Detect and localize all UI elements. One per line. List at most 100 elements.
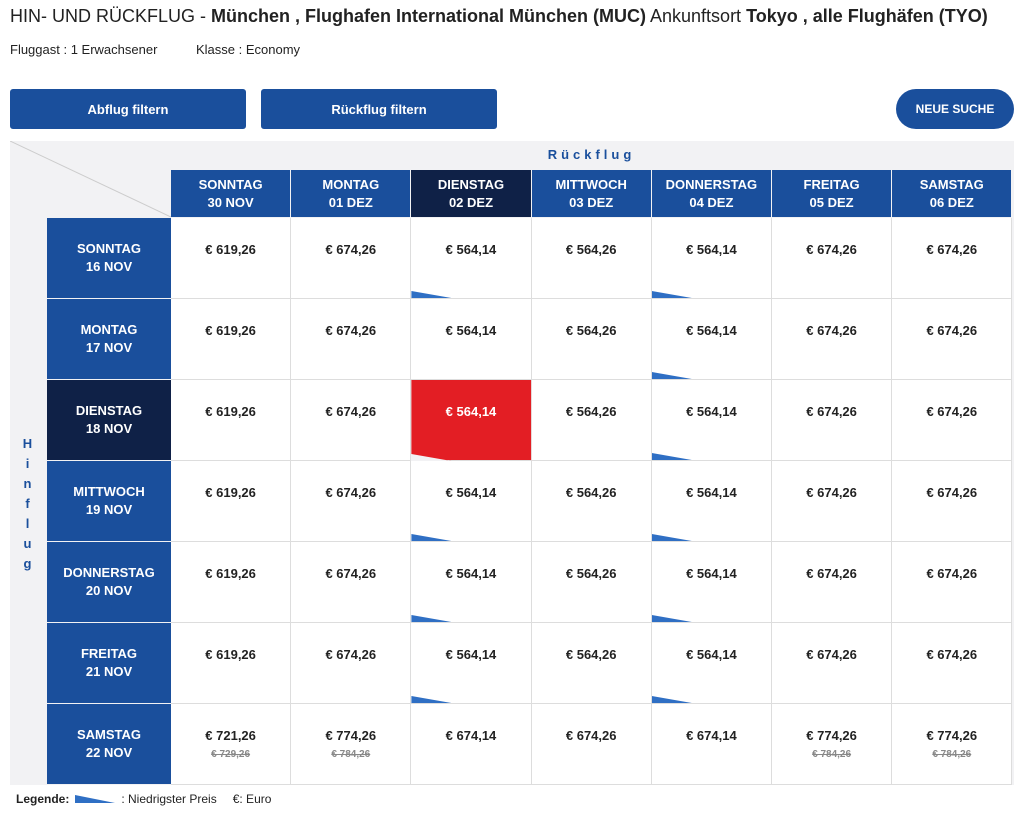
lowest-price-marker <box>411 291 452 298</box>
price-cell[interactable]: € 674,26 <box>291 623 412 704</box>
price-cell[interactable]: € 564,26 <box>531 623 652 704</box>
column-date: 06 DEZ <box>929 194 974 210</box>
price-cell[interactable]: € 564,14 <box>411 542 532 623</box>
price-cell[interactable]: € 721,26 € 729,26 <box>171 704 292 785</box>
price: € 674,26 <box>325 242 377 257</box>
passengers: Fluggast : 1 Erwachsener <box>10 42 158 57</box>
destination: Tokyo , alle Flughäfen (TYO) <box>746 6 988 26</box>
price-cell[interactable]: € 564,14 <box>411 299 532 380</box>
price-cell[interactable]: € 619,26 <box>171 461 292 542</box>
legend: Legende: : Niedrigster Preis €: Euro <box>16 792 271 806</box>
price-cell[interactable]: € 564,14 <box>651 461 772 542</box>
price: € 674,26 <box>926 485 978 500</box>
price: € 564,14 <box>686 404 737 419</box>
legend-lowest: : Niedrigster Preis <box>121 792 217 806</box>
outbound-filter-button[interactable]: Abflug filtern <box>10 89 246 129</box>
price-cell[interactable]: € 674,26 <box>291 380 412 461</box>
return-label: Rückflug <box>547 147 636 162</box>
price-cell[interactable]: € 774,26 € 784,26 <box>291 704 412 785</box>
price: € 564,26 <box>565 404 617 419</box>
column-day: MONTAG <box>322 176 380 192</box>
price-cell[interactable]: € 564,26 <box>531 380 652 461</box>
legend-title: Legende: <box>16 792 70 806</box>
corner-diagonal <box>10 141 171 218</box>
legend-marker <box>75 795 116 803</box>
price-cell[interactable]: € 564,26 <box>531 299 652 380</box>
price-cell[interactable]: € 674,26 <box>892 218 1013 299</box>
price-cell[interactable]: € 564,14 <box>411 461 532 542</box>
price-cell[interactable]: € 619,26 <box>171 623 292 704</box>
row-day: MONTAG <box>80 322 138 337</box>
price-cell[interactable]: € 619,26 <box>171 218 292 299</box>
travel-class: Klasse : Economy <box>196 42 301 57</box>
price-cell[interactable]: € 564,26 <box>531 218 652 299</box>
column-date: 04 DEZ <box>689 194 734 210</box>
price: € 674,26 <box>325 485 377 500</box>
price-cell[interactable]: € 564,26 <box>531 542 652 623</box>
row-date: 16 NOV <box>85 259 133 274</box>
price-cell[interactable]: € 564,14 <box>651 380 772 461</box>
row-header: MONTAG 17 NOV <box>47 299 171 379</box>
price: € 564,14 <box>445 485 497 500</box>
row-day: FREITAG <box>80 646 138 661</box>
price-cell[interactable]: € 674,26 <box>531 704 652 785</box>
row-header: MITTWOCH 19 NOV <box>47 461 171 541</box>
price-cell[interactable]: € 564,14 <box>651 623 772 704</box>
price: € 674,26 <box>806 566 857 581</box>
return-filter-button[interactable]: Rückflug filtern <box>261 89 497 129</box>
column-header: SAMSTAG 06 DEZ <box>892 170 1012 217</box>
price: € 674,26 <box>565 728 617 743</box>
price-cell[interactable]: € 564,14 <box>411 380 531 461</box>
price-cell[interactable]: € 674,14 <box>651 704 772 785</box>
price-cell[interactable]: € 564,14 <box>651 542 772 623</box>
price-cell[interactable]: € 674,26 <box>772 542 893 623</box>
price-cell[interactable]: € 674,26 <box>892 542 1013 623</box>
price-cell[interactable]: € 674,26 <box>772 380 893 461</box>
column-date: 03 DEZ <box>569 194 614 210</box>
column-date: 01 DEZ <box>328 194 373 210</box>
row-day: MITTWOCH <box>73 484 145 499</box>
price-cell[interactable]: € 674,26 <box>892 623 1013 704</box>
price-cell[interactable]: € 564,14 <box>651 299 772 380</box>
price: € 564,14 <box>445 242 497 257</box>
column-day: FREITAG <box>803 176 860 192</box>
column-header: MITTWOCH 03 DEZ <box>531 170 651 217</box>
price-cell[interactable]: € 674,26 <box>892 380 1013 461</box>
price-cell[interactable]: € 564,26 <box>531 461 652 542</box>
price: € 619,26 <box>205 566 256 581</box>
price: € 674,26 <box>806 404 857 419</box>
lowest-price-marker <box>651 291 692 298</box>
price-cell[interactable]: € 619,26 <box>171 299 292 380</box>
price-cell[interactable]: € 619,26 <box>171 380 292 461</box>
row-header: SONNTAG 16 NOV <box>47 218 171 298</box>
price-cell[interactable]: € 774,26 € 784,26 <box>892 704 1013 785</box>
price: € 674,26 <box>806 242 857 257</box>
price-cell[interactable]: € 674,26 <box>291 299 412 380</box>
price: € 774,26 <box>806 728 857 743</box>
price: € 564,14 <box>445 647 497 662</box>
price-cell[interactable]: € 674,26 <box>772 299 893 380</box>
price-cell[interactable]: € 674,26 <box>772 218 893 299</box>
price-cell[interactable]: € 674,26 <box>772 623 893 704</box>
price: € 674,26 <box>926 404 978 419</box>
column-day: DONNERSTAG <box>665 176 758 192</box>
column-day: DIENSTAG <box>437 176 505 192</box>
column-date: 02 DEZ <box>448 194 494 210</box>
price-cell[interactable]: € 674,26 <box>291 542 412 623</box>
price-cell[interactable]: € 674,26 <box>291 218 412 299</box>
price-cell[interactable]: € 674,14 <box>411 704 532 785</box>
price-cell[interactable]: € 774,26 € 784,26 <box>772 704 893 785</box>
price-cell[interactable]: € 674,26 <box>772 461 893 542</box>
price: € 564,14 <box>686 647 737 662</box>
new-search-button[interactable]: NEUE SUCHE <box>896 89 1014 129</box>
price: € 564,14 <box>445 323 497 338</box>
price-cell[interactable]: € 564,14 <box>411 218 532 299</box>
trip-type: HIN- UND RÜCKFLUG - <box>10 6 206 26</box>
price-cell[interactable]: € 619,26 <box>171 542 292 623</box>
price-cell[interactable]: € 564,14 <box>651 218 772 299</box>
price-cell[interactable]: € 564,14 <box>411 623 532 704</box>
lowest-price-marker <box>411 534 452 541</box>
price-cell[interactable]: € 674,26 <box>892 461 1013 542</box>
price-cell[interactable]: € 674,26 <box>892 299 1013 380</box>
price-cell[interactable]: € 674,26 <box>291 461 412 542</box>
